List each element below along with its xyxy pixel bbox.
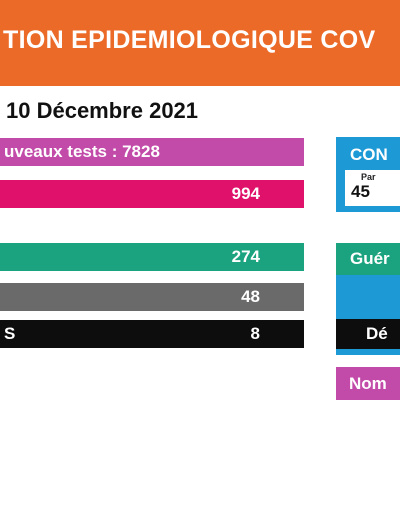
new-tests-label: uveaux tests : 7828	[4, 142, 160, 161]
banner-title: TION EPIDEMIOLOGIQUE COV	[3, 26, 376, 54]
black-stat-value: 8	[250, 324, 260, 343]
black-stat-bar: S 8	[0, 320, 304, 348]
green-stat-value: 274	[231, 247, 260, 266]
black-stat-label: S	[4, 324, 16, 343]
deces-panel: Dé	[336, 319, 400, 349]
gueris-label: Guér	[350, 249, 390, 268]
report-date: 10 Décembre 2021	[6, 98, 199, 123]
nom-panel: Nom	[336, 367, 400, 400]
green-stat-bar: 274	[0, 243, 304, 271]
header-banner: TION EPIDEMIOLOGIQUE COV	[0, 0, 400, 86]
grey-stat-value: 48	[241, 287, 260, 306]
con-value-box: Par 45	[345, 170, 400, 206]
deces-value-panel	[336, 349, 400, 355]
con-value: 45	[351, 182, 370, 201]
con-small-label: Par	[361, 172, 376, 182]
deces-label: Dé	[366, 324, 388, 343]
con-panel: CON Par 45	[336, 137, 400, 212]
nom-label: Nom	[349, 374, 387, 393]
grey-stat-bar: 48	[0, 283, 304, 311]
gueris-panel: Guér	[336, 243, 400, 275]
new-tests-bar: uveaux tests : 7828	[0, 138, 304, 166]
gueris-value-panel	[336, 275, 400, 319]
con-label: CON	[350, 145, 388, 164]
positive-cases-bar: 994	[0, 180, 304, 208]
positive-cases-value: 994	[231, 184, 260, 203]
